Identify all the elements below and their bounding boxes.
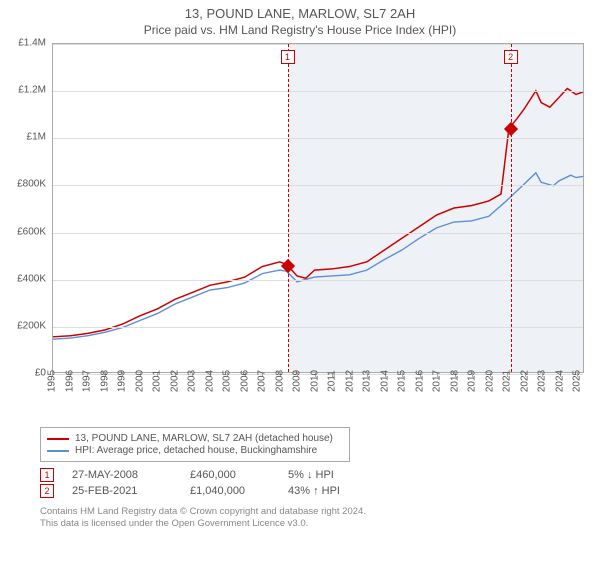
x-tick-label: 2019: [467, 370, 478, 392]
legend-row: 13, POUND LANE, MARLOW, SL7 2AH (detache…: [47, 433, 343, 444]
plot-area: 12: [52, 43, 584, 373]
x-tick-label: 2001: [152, 370, 163, 392]
x-tick-label: 2008: [274, 370, 285, 392]
y-tick-label: £0: [35, 368, 46, 379]
x-tick-label: 1996: [64, 370, 75, 392]
sale-marker-label: 1: [281, 50, 295, 64]
y-tick-label: £800K: [17, 179, 46, 190]
gridline-h: [53, 44, 583, 45]
sales-list: 1 27-MAY-2008 £460,000 5% ↓ HPI 2 25-FEB-2021…: [40, 468, 600, 498]
sale-row: 1 27-MAY-2008 £460,000 5% ↓ HPI: [40, 468, 600, 482]
sale-guideline: [288, 44, 289, 372]
footer-attribution: Contains HM Land Registry data © Crown c…: [40, 506, 600, 531]
x-tick-label: 2003: [187, 370, 198, 392]
x-axis-labels: 1995199619971998199920002001200220032004…: [52, 375, 584, 421]
x-tick-label: 1998: [99, 370, 110, 392]
gridline-h: [53, 327, 583, 328]
x-tick-label: 2000: [134, 370, 145, 392]
x-tick-label: 2005: [222, 370, 233, 392]
sale-row: 2 25-FEB-2021 £1,040,000 43% ↑ HPI: [40, 484, 600, 498]
chart-svg: [53, 44, 583, 372]
sale-delta: 5% ↓ HPI: [288, 469, 388, 481]
x-tick-label: 2014: [379, 370, 390, 392]
legend-swatch: [47, 450, 69, 452]
page-subtitle: Price paid vs. HM Land Registry's House …: [0, 23, 600, 37]
x-tick-label: 2011: [327, 370, 338, 392]
y-tick-label: £1.4M: [18, 38, 46, 49]
sale-guideline: [511, 44, 512, 372]
x-tick-label: 2002: [169, 370, 180, 392]
chart-legend: 13, POUND LANE, MARLOW, SL7 2AH (detache…: [40, 427, 350, 462]
legend-label: 13, POUND LANE, MARLOW, SL7 2AH (detache…: [75, 433, 333, 444]
x-tick-label: 1999: [117, 370, 128, 392]
y-tick-label: £200K: [17, 320, 46, 331]
sale-date: 27-MAY-2008: [72, 469, 172, 481]
x-tick-label: 2017: [432, 370, 443, 392]
x-tick-label: 2010: [309, 370, 320, 392]
x-tick-label: 2021: [502, 370, 513, 392]
series-hpi: [53, 173, 583, 339]
y-tick-label: £400K: [17, 273, 46, 284]
gridline-h: [53, 91, 583, 92]
legend-label: HPI: Average price, detached house, Buck…: [75, 445, 317, 456]
footer-line: This data is licensed under the Open Gov…: [40, 518, 600, 530]
x-tick-label: 2012: [344, 370, 355, 392]
x-tick-label: 2022: [519, 370, 530, 392]
sale-marker-label: 2: [504, 50, 518, 64]
x-tick-label: 2020: [484, 370, 495, 392]
legend-row: HPI: Average price, detached house, Buck…: [47, 445, 343, 456]
x-tick-label: 2009: [292, 370, 303, 392]
sale-date: 25-FEB-2021: [72, 485, 172, 497]
price-chart: £0£200K£400K£600K£800K£1M£1.2M£1.4M 12: [10, 43, 590, 373]
x-tick-label: 2025: [572, 370, 583, 392]
gridline-h: [53, 280, 583, 281]
y-tick-label: £600K: [17, 226, 46, 237]
sale-id-box: 2: [40, 484, 54, 498]
sale-price: £1,040,000: [190, 485, 270, 497]
x-tick-label: 1995: [47, 370, 58, 392]
x-tick-label: 2015: [397, 370, 408, 392]
y-tick-label: £1M: [27, 132, 46, 143]
gridline-h: [53, 233, 583, 234]
x-tick-label: 2007: [257, 370, 268, 392]
sale-price: £460,000: [190, 469, 270, 481]
x-tick-label: 2016: [414, 370, 425, 392]
footer-line: Contains HM Land Registry data © Crown c…: [40, 506, 600, 518]
page-title: 13, POUND LANE, MARLOW, SL7 2AH: [0, 6, 600, 21]
x-tick-label: 2023: [537, 370, 548, 392]
x-tick-label: 2004: [204, 370, 215, 392]
x-tick-label: 1997: [82, 370, 93, 392]
x-tick-label: 2006: [239, 370, 250, 392]
series-property: [53, 89, 583, 337]
x-tick-label: 2018: [449, 370, 460, 392]
y-tick-label: £1.2M: [18, 85, 46, 96]
legend-swatch: [47, 438, 69, 440]
x-tick-label: 2013: [362, 370, 373, 392]
x-tick-label: 2024: [554, 370, 565, 392]
sale-id-box: 1: [40, 468, 54, 482]
gridline-h: [53, 138, 583, 139]
gridline-h: [53, 185, 583, 186]
y-axis-labels: £0£200K£400K£600K£800K£1M£1.2M£1.4M: [10, 43, 50, 373]
sale-delta: 43% ↑ HPI: [288, 485, 388, 497]
